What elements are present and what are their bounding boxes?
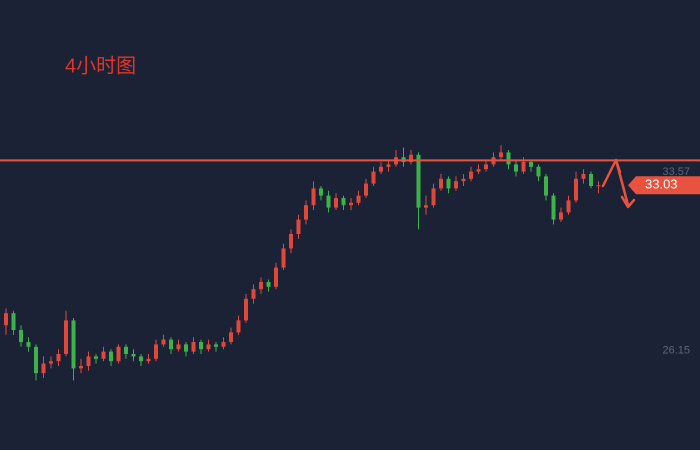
candle-body [521, 162, 526, 172]
candle-body [161, 339, 166, 345]
candle-body [176, 344, 181, 350]
candle-body [499, 152, 503, 158]
hand-drawn-arrow [601, 158, 636, 209]
candle-body [356, 195, 361, 203]
candle-body [386, 164, 391, 167]
price-tag-label: 33.03 [645, 177, 678, 192]
candle-body [476, 169, 481, 172]
candle-body [536, 166, 541, 177]
candle-body [326, 195, 331, 208]
candle-body [49, 361, 53, 364]
candle-body [64, 320, 68, 354]
candle-body [274, 267, 278, 287]
candle-body [109, 351, 113, 362]
candle-body [244, 298, 248, 321]
candle-body [289, 234, 293, 249]
candle-body [146, 358, 151, 362]
candle-body [364, 183, 368, 196]
candle-body [154, 344, 158, 359]
candle-body [34, 346, 38, 374]
candle-body [124, 346, 128, 354]
candle-body [251, 289, 256, 299]
candle-body [439, 178, 443, 189]
candle-body [281, 248, 286, 268]
candle-body [139, 356, 143, 362]
candle-body [446, 178, 451, 189]
candle-body [529, 162, 533, 167]
candle-body [349, 202, 353, 206]
candle-body [191, 342, 196, 352]
candle-body [206, 344, 211, 350]
candle-body [296, 219, 301, 234]
chart-title: 4小时图 [65, 54, 136, 77]
candle-body [581, 174, 586, 179]
candle-body [409, 154, 413, 162]
y-tick-label: 33.57 [662, 166, 690, 178]
candle-body [131, 354, 136, 357]
candle-body [169, 339, 173, 350]
candle-body [41, 363, 46, 374]
y-tick-label: 26.15 [662, 344, 690, 356]
candle-body [454, 181, 458, 189]
candle-body [116, 346, 121, 362]
candle-body [596, 185, 601, 187]
candle-body [266, 282, 271, 287]
candle-body [416, 154, 421, 208]
candle-body [469, 171, 473, 179]
candle-body [551, 195, 556, 220]
candle-body [311, 188, 316, 206]
candle-body [94, 356, 98, 359]
candle-body [199, 342, 203, 350]
candle-body [214, 344, 218, 347]
candle-body [341, 198, 346, 206]
candle-body [259, 282, 263, 290]
candle-body [26, 342, 31, 347]
candle-body [559, 212, 563, 220]
candle-body [56, 354, 61, 362]
candle-body [236, 320, 241, 333]
candle-body [574, 178, 578, 201]
price-tag [628, 176, 700, 195]
candle-body [229, 332, 233, 342]
candle-body [86, 356, 91, 366]
candle-body [371, 171, 376, 184]
candle-body [484, 164, 488, 170]
candle-body [101, 351, 106, 359]
candle-body [514, 164, 518, 172]
candle-body [589, 174, 593, 186]
candle-body [4, 313, 8, 326]
candle-body [566, 200, 571, 213]
candle-body [304, 205, 308, 220]
candle-body [461, 178, 466, 182]
candle-body [379, 166, 383, 172]
candle-body [19, 330, 23, 342]
candle-body [431, 188, 436, 206]
candle-body [11, 313, 16, 330]
candle-body [71, 320, 76, 369]
candle-body [184, 344, 188, 352]
candle-body [319, 188, 323, 196]
candle-body [424, 205, 428, 208]
candle-body [79, 366, 83, 369]
candle-body [334, 198, 338, 208]
candle-body [544, 176, 548, 196]
candle-body [506, 152, 511, 165]
candle-body [221, 342, 226, 347]
